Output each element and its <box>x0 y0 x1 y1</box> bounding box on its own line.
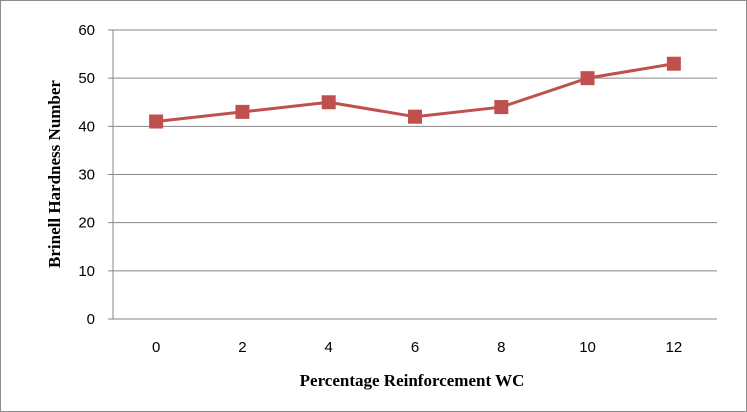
gridlines <box>108 29 717 272</box>
y-tick-label: 0 <box>87 311 95 328</box>
data-point-marker <box>408 109 422 124</box>
data-point-marker <box>235 104 250 119</box>
x-tick-label: 0 <box>152 339 160 356</box>
y-tick-label: 10 <box>78 263 95 280</box>
x-tick-label: 2 <box>238 339 246 356</box>
x-tick-labels: 0 2 4 6 8 10 12 <box>152 339 682 356</box>
x-tick-label: 4 <box>325 339 333 356</box>
data-point-marker <box>494 100 509 115</box>
data-point-marker <box>149 114 164 129</box>
y-tick-label: 50 <box>78 70 95 87</box>
x-tick-label: 8 <box>497 339 505 356</box>
y-tick-label: 30 <box>78 167 95 184</box>
y-tick-label: 20 <box>78 215 95 232</box>
x-tick-label: 12 <box>666 339 683 356</box>
y-tick-label: 60 <box>78 22 95 39</box>
y-tick-labels: 0 10 20 30 40 50 60 <box>78 22 95 328</box>
x-tick-label: 6 <box>411 339 419 356</box>
series-group <box>149 56 681 129</box>
x-tick-label: 10 <box>579 339 596 356</box>
data-point-marker <box>580 71 595 86</box>
data-point-marker <box>321 95 336 110</box>
y-tick-label: 40 <box>78 118 95 135</box>
x-axis-title: Percentage Reinforcement WC <box>300 371 525 390</box>
y-axis-title: Brinell Hardness Number <box>45 80 64 268</box>
data-point-marker <box>666 56 681 71</box>
